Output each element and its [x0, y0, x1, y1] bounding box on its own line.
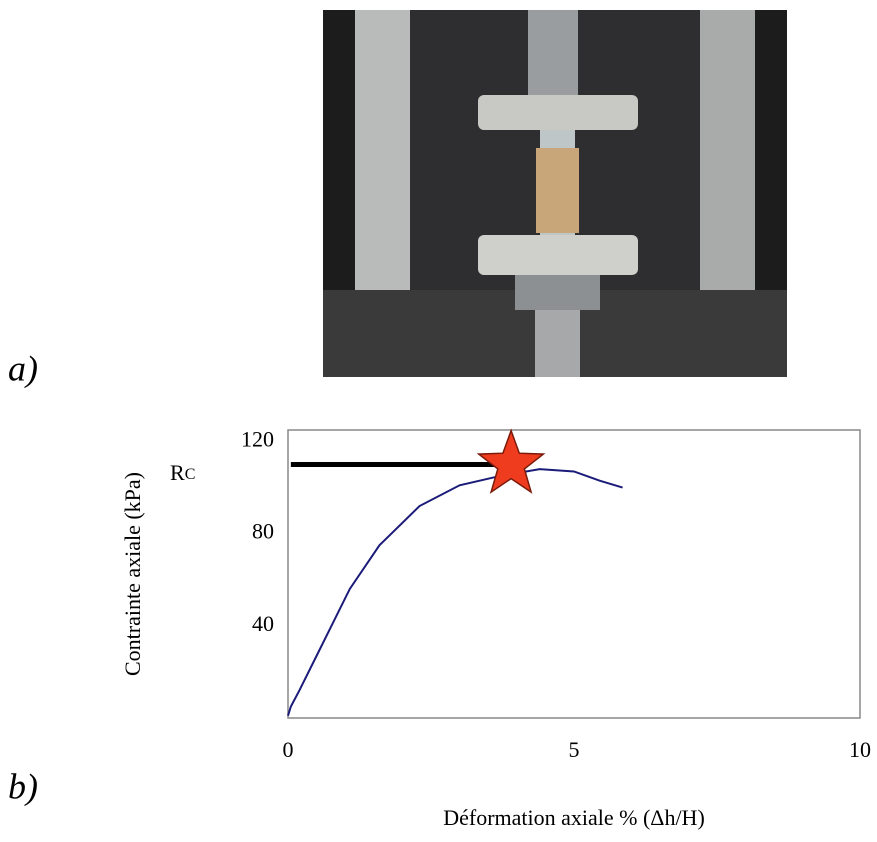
y-tick-label: 80: [252, 519, 274, 544]
star-marker: [476, 428, 546, 494]
marker-label: RC: [170, 460, 195, 485]
x-tick-label: 5: [569, 737, 580, 762]
y-tick-label: 120: [241, 427, 274, 452]
marker-label-main: R: [170, 460, 185, 485]
panel-label: b): [8, 766, 38, 806]
x-axis-label: Déformation axiale % (Δh/H): [443, 805, 705, 830]
marker-label-sub: C: [185, 466, 196, 483]
y-tick-label: 40: [252, 611, 274, 636]
line-series: [287, 468, 623, 716]
photo: [323, 10, 787, 377]
panel-label: a): [8, 348, 38, 388]
x-tick-label: 10: [849, 737, 871, 762]
plot-frame: [287, 429, 861, 719]
x-tick-label: 0: [283, 737, 294, 762]
y-axis-label: Contrainte axiale (kPa): [120, 472, 145, 676]
